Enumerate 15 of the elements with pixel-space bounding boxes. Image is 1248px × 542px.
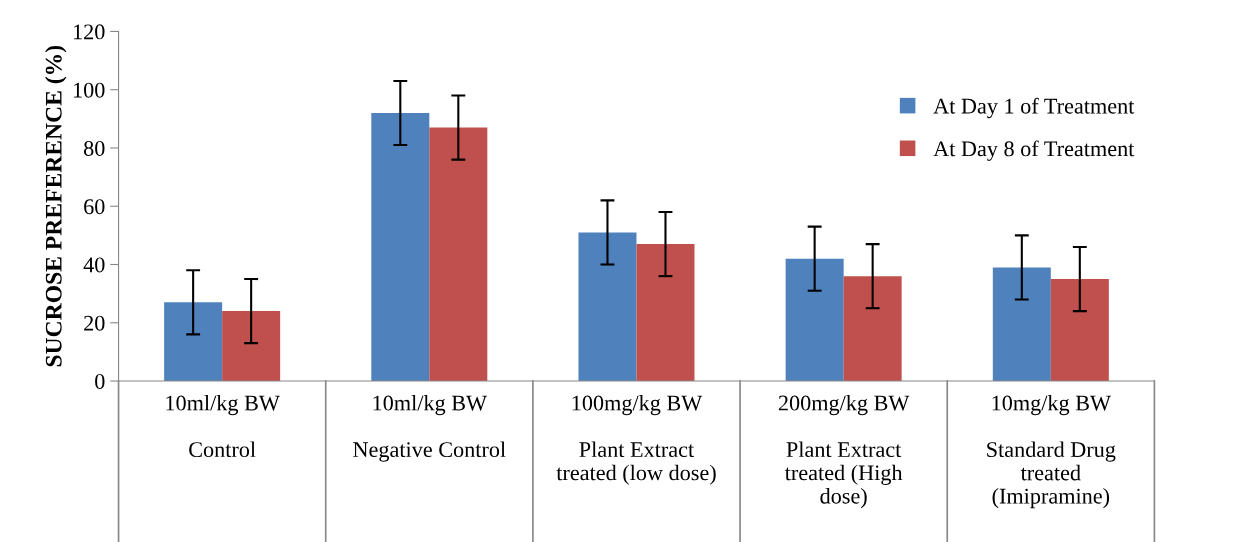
x-tick-label: 10ml/kg BW Control [166, 394, 280, 458]
y-tick-label: 0 [95, 373, 105, 389]
x-tick-label: 100mg/kg BW Plant Extract treated (low dose) [556, 394, 716, 485]
x-tick-label: 10mg/kg BW Standard Drug treated (Imipramine) [987, 394, 1116, 509]
y-tick-label: 120 [73, 24, 105, 40]
y-tick-label: 80 [83, 140, 105, 156]
x-tick-label: 200mg/kg BW Plant Extract treated (High dose) [778, 394, 910, 509]
legend-label: At Day 8 of Treatment [933, 140, 1135, 161]
y-tick-label: 60 [84, 199, 105, 215]
x-tick-label: 10ml/kg BW Negative Control [353, 394, 506, 462]
y-tick-label: 40 [83, 257, 105, 273]
y-tick-label: 100 [73, 82, 105, 98]
y-axis-title: SUCROSE PREFERENCE (%) [45, 45, 67, 367]
y-tick-label: 20 [84, 315, 105, 331]
legend-label: At Day 1 of Treatment [933, 97, 1135, 119]
